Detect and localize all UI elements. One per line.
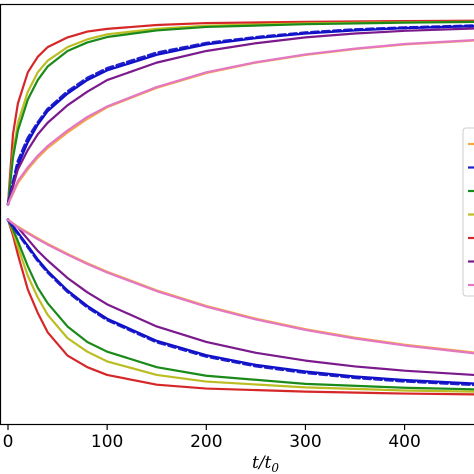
lower-series-line-3 [6, 218, 474, 391]
lower-series-line-2 [6, 218, 474, 393]
x-tick-label: 200 [190, 432, 222, 452]
x-tick-label: 0 [3, 432, 14, 452]
x-axis-label: t/t0 [252, 453, 279, 474]
x-tick-label: 400 [388, 432, 420, 452]
upper-series-line-2 [6, 20, 474, 206]
lower-series-line-5 [6, 218, 474, 385]
upper-series-line-6 [6, 27, 474, 206]
x-tick-label: 100 [91, 432, 123, 452]
x-tick-label: 300 [289, 432, 321, 452]
x-axis-label-sub: 0 [271, 461, 279, 474]
curves-group [6, 19, 474, 396]
lower-series-line-4 [6, 218, 474, 387]
lower-series-line-8 [6, 218, 474, 355]
upper-series-line-3 [6, 20, 474, 206]
upper-series-line-1 [6, 19, 474, 206]
plot-frame [0, 3, 474, 426]
lower-series-line-6 [6, 218, 474, 377]
x-axis-label-main: t/t [252, 453, 272, 473]
legend [462, 127, 474, 297]
x-ticks-group: 0 100 200 300 400 [3, 424, 421, 452]
upper-series-line-8 [6, 39, 474, 206]
upper-series-line-4 [6, 24, 474, 206]
upper-series-line-5 [6, 25, 474, 206]
legend-box [462, 127, 474, 297]
lower-series-line-1 [6, 218, 474, 396]
